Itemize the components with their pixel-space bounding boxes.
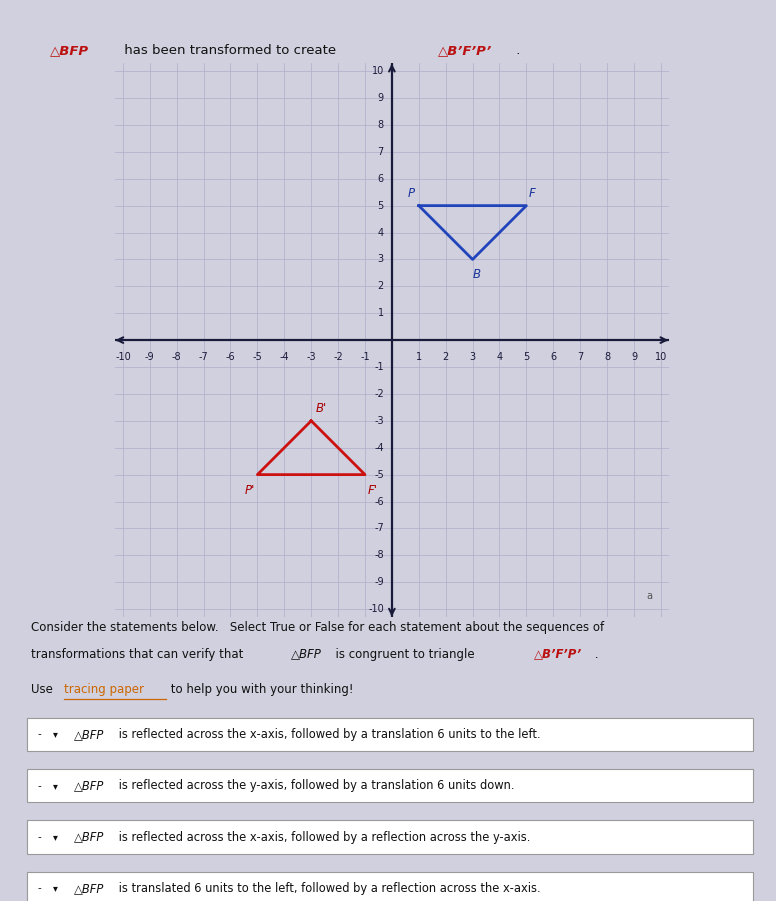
Text: 6: 6 <box>550 352 556 362</box>
Text: 4: 4 <box>497 352 503 362</box>
Text: -: - <box>37 729 41 740</box>
Text: tracing paper: tracing paper <box>64 683 144 696</box>
Text: -3: -3 <box>374 416 384 426</box>
Text: to help you with your thinking!: to help you with your thinking! <box>167 683 353 696</box>
Text: 9: 9 <box>631 352 637 362</box>
Text: -8: -8 <box>374 551 384 560</box>
Text: 8: 8 <box>378 120 384 130</box>
Text: -1: -1 <box>360 352 370 362</box>
Text: P: P <box>407 187 414 200</box>
Text: .: . <box>591 648 599 660</box>
Text: 8: 8 <box>604 352 610 362</box>
Text: △B’F’P’: △B’F’P’ <box>438 44 493 57</box>
Text: Use: Use <box>31 683 57 696</box>
Text: ▾: ▾ <box>53 729 57 740</box>
Text: Consider the statements below.   Select True or False for each statement about t: Consider the statements below. Select Tr… <box>31 621 605 633</box>
Text: -5: -5 <box>252 352 262 362</box>
Text: -1: -1 <box>374 362 384 372</box>
Text: 10: 10 <box>655 352 667 362</box>
Text: 10: 10 <box>372 66 384 77</box>
Text: 1: 1 <box>378 308 384 318</box>
Text: △BFP: △BFP <box>74 882 104 895</box>
Text: 2: 2 <box>442 352 449 362</box>
Text: 5: 5 <box>378 201 384 211</box>
Text: ▾: ▾ <box>53 883 57 894</box>
Text: -3: -3 <box>307 352 316 362</box>
Text: .: . <box>512 44 521 57</box>
Text: 3: 3 <box>378 254 384 264</box>
Text: -2: -2 <box>374 389 384 399</box>
Text: 3: 3 <box>469 352 476 362</box>
Text: △BFP: △BFP <box>74 831 104 843</box>
Text: 6: 6 <box>378 174 384 184</box>
Text: -4: -4 <box>374 442 384 452</box>
Text: -7: -7 <box>199 352 209 362</box>
Text: B': B' <box>315 403 327 415</box>
Text: transformations that can verify that: transformations that can verify that <box>31 648 251 660</box>
Text: -6: -6 <box>374 496 384 506</box>
Text: △BFP: △BFP <box>74 728 104 741</box>
Text: 7: 7 <box>378 147 384 157</box>
Text: -10: -10 <box>368 604 384 614</box>
Text: -10: -10 <box>115 352 131 362</box>
Text: -9: -9 <box>145 352 154 362</box>
Text: ▾: ▾ <box>53 780 57 791</box>
Text: has been transformed to create: has been transformed to create <box>120 44 341 57</box>
Text: -2: -2 <box>333 352 343 362</box>
Text: -: - <box>37 883 41 894</box>
Text: is congruent to triangle: is congruent to triangle <box>328 648 483 660</box>
Text: △B’F’P’: △B’F’P’ <box>534 648 582 660</box>
Text: is translated 6 units to the left, followed by a reflection across the x-axis.: is translated 6 units to the left, follo… <box>115 882 540 895</box>
Text: F': F' <box>368 484 378 497</box>
Text: ▾: ▾ <box>53 832 57 842</box>
Text: -8: -8 <box>171 352 182 362</box>
Text: △BFP: △BFP <box>74 779 104 792</box>
Text: 2: 2 <box>378 281 384 291</box>
Text: -6: -6 <box>226 352 235 362</box>
Text: is reflected across the x-axis, followed by a translation 6 units to the left.: is reflected across the x-axis, followed… <box>115 728 540 741</box>
Text: a: a <box>647 591 653 601</box>
Text: 1: 1 <box>416 352 422 362</box>
Text: -: - <box>37 832 41 842</box>
Text: 4: 4 <box>378 228 384 238</box>
Text: -7: -7 <box>374 523 384 533</box>
Text: 7: 7 <box>577 352 584 362</box>
Text: is reflected across the y-axis, followed by a translation 6 units down.: is reflected across the y-axis, followed… <box>115 779 514 792</box>
Text: is reflected across the x-axis, followed by a reflection across the y-axis.: is reflected across the x-axis, followed… <box>115 831 530 843</box>
Text: 9: 9 <box>378 93 384 103</box>
Text: 5: 5 <box>523 352 529 362</box>
Text: -4: -4 <box>279 352 289 362</box>
Text: B: B <box>473 268 480 280</box>
Text: F: F <box>529 187 535 200</box>
Text: -5: -5 <box>374 469 384 479</box>
Text: △BFP: △BFP <box>291 648 322 660</box>
Text: P': P' <box>244 484 255 497</box>
Text: △BFP: △BFP <box>50 44 89 57</box>
Text: -: - <box>37 780 41 791</box>
Text: -9: -9 <box>374 578 384 587</box>
